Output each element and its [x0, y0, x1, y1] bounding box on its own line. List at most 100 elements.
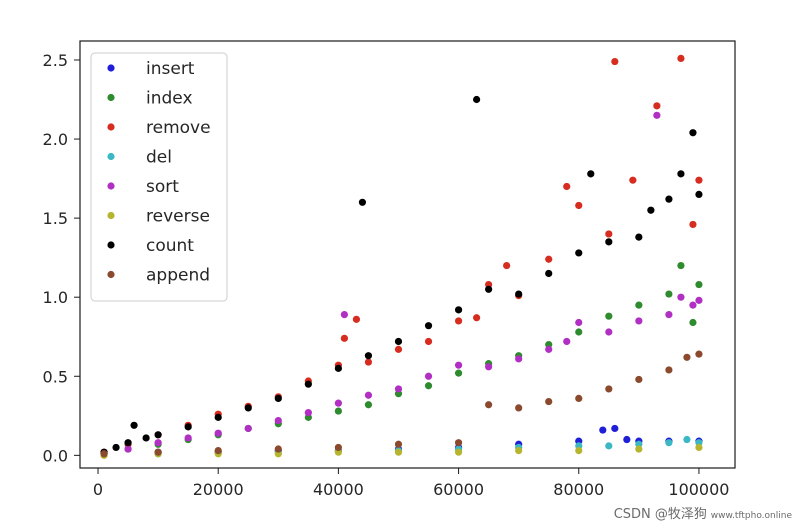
data-point-count — [274, 394, 282, 403]
data-point-sort — [677, 293, 685, 301]
data-point-remove — [340, 334, 348, 342]
data-point-sort — [394, 385, 403, 393]
legend-marker-insert — [107, 64, 115, 72]
plot-area: 0 20000 40000 60000 80000 100000 0.0 0.5 1.0 1.5 2… — [43, 40, 736, 499]
y-tick-label: 2.0 — [43, 130, 68, 149]
data-point-count — [124, 439, 132, 447]
data-point-sort — [424, 372, 433, 380]
legend-label-reverse: reverse — [146, 207, 210, 227]
data-point-index — [677, 261, 685, 270]
data-point-count — [454, 306, 463, 314]
legend-box — [90, 52, 228, 302]
data-point-remove — [503, 261, 511, 270]
data-point-count — [304, 380, 312, 388]
data-point-index — [689, 318, 697, 327]
data-point-reverse — [695, 443, 703, 452]
data-point-count — [695, 190, 703, 198]
legend-label-remove: remove — [146, 118, 211, 138]
legend-label-insert: insert — [146, 59, 195, 79]
data-point-index — [364, 401, 373, 409]
data-point-index — [665, 290, 673, 298]
data-point-sort — [575, 318, 583, 327]
data-point-append — [545, 397, 553, 406]
data-point-sort — [244, 424, 252, 433]
data-point-sort — [274, 416, 282, 425]
data-point-sort — [340, 311, 348, 319]
legend-label-sort: sort — [146, 177, 179, 197]
data-point-count — [485, 285, 493, 293]
data-point-remove — [364, 358, 373, 366]
data-point-del — [665, 439, 673, 447]
data-point-index — [334, 407, 342, 415]
y-tick-label: 0.5 — [43, 367, 68, 386]
data-point-append — [683, 353, 691, 361]
data-point-count — [605, 238, 613, 246]
legend-label-index: index — [146, 89, 193, 109]
data-point-count — [575, 249, 583, 257]
data-point-remove — [605, 230, 613, 238]
data-point-count — [364, 352, 373, 360]
legend-label-count: count — [146, 236, 194, 256]
data-point-sort — [689, 301, 697, 309]
data-point-sort — [364, 391, 373, 399]
data-point-sort — [214, 429, 222, 437]
data-point-sort — [485, 363, 493, 371]
x-tick-label: 60000 — [433, 480, 484, 499]
data-point-index — [635, 301, 643, 309]
legend-marker-del — [107, 152, 115, 161]
x-tick-label: 100000 — [668, 480, 729, 499]
data-point-sort — [154, 439, 162, 447]
y-tick-label: 1.5 — [43, 209, 68, 228]
data-point-insert — [623, 435, 631, 444]
data-point-count — [647, 206, 655, 214]
data-point-count — [394, 337, 403, 346]
data-point-sort — [454, 361, 463, 369]
data-point-count — [665, 195, 673, 203]
data-point-sort — [635, 317, 643, 325]
data-point-reverse — [515, 447, 523, 455]
data-point-append — [575, 394, 583, 403]
data-point-count — [214, 413, 222, 421]
data-point-count — [587, 170, 595, 178]
data-point-count — [154, 431, 162, 439]
data-point-remove — [689, 220, 697, 229]
x-tick-label: 0 — [93, 480, 103, 499]
data-point-sort — [545, 345, 553, 353]
x-tick-label: 40000 — [313, 480, 364, 499]
data-point-remove — [575, 201, 583, 210]
data-point-index — [695, 280, 703, 289]
data-point-count — [545, 269, 553, 278]
data-point-count — [184, 423, 192, 431]
data-point-sort — [184, 434, 192, 442]
data-point-remove — [394, 345, 403, 353]
data-point-count — [689, 129, 697, 137]
data-point-append — [605, 385, 613, 393]
data-point-count — [142, 434, 150, 442]
data-point-reverse — [635, 445, 643, 453]
data-point-remove — [629, 176, 637, 184]
data-point-remove — [352, 315, 361, 323]
data-point-index — [424, 382, 433, 390]
x-tick-label: 20000 — [193, 480, 244, 499]
data-point-append — [665, 366, 673, 374]
legend-marker-remove — [107, 123, 115, 131]
y-tick-label: 1.0 — [43, 288, 68, 307]
data-point-count — [358, 198, 367, 206]
legend-label-del: del — [146, 148, 172, 168]
data-point-append — [100, 450, 108, 458]
data-point-reverse — [575, 447, 583, 455]
legend: insert index remove del sort reverse count appe… — [90, 52, 228, 302]
data-point-count — [334, 364, 342, 372]
legend-label-append: append — [146, 266, 210, 286]
legend-marker-sort — [107, 182, 115, 190]
data-point-append — [334, 443, 342, 452]
data-point-count — [515, 290, 523, 298]
data-point-index — [575, 328, 583, 336]
legend-marker-index — [107, 93, 115, 102]
data-point-del — [605, 442, 613, 450]
data-point-append — [635, 375, 643, 384]
series-count — [100, 95, 703, 456]
legend-marker-append — [107, 270, 115, 279]
legend-marker-count — [107, 241, 115, 249]
